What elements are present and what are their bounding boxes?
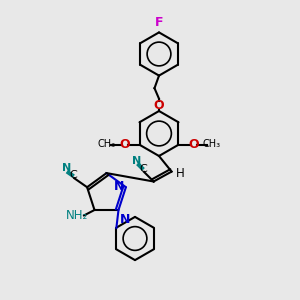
- Text: N: N: [62, 164, 71, 173]
- Text: O: O: [188, 138, 199, 151]
- Text: CH₃: CH₃: [98, 139, 116, 149]
- Text: O: O: [119, 138, 130, 151]
- Text: N: N: [120, 213, 130, 226]
- Text: H: H: [176, 167, 184, 180]
- Text: C: C: [139, 164, 147, 174]
- Text: CH₃: CH₃: [202, 139, 220, 149]
- Text: F: F: [155, 16, 163, 28]
- Text: NH₂: NH₂: [65, 209, 88, 222]
- Text: N: N: [132, 156, 141, 166]
- Text: O: O: [154, 99, 164, 112]
- Text: N: N: [113, 180, 124, 193]
- Text: C: C: [69, 170, 77, 180]
